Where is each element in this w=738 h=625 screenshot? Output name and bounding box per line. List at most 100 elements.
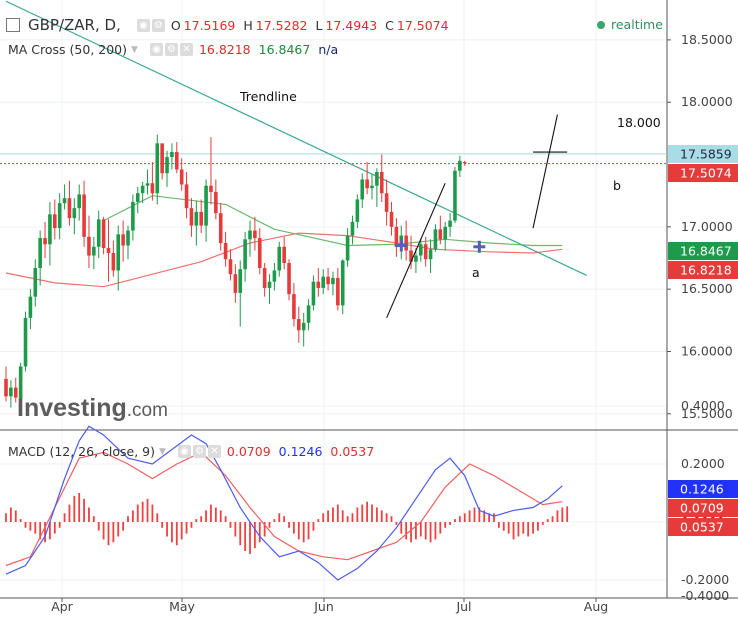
macd-histogram-bar — [463, 513, 466, 522]
macd-tag-macd: 0.1246 — [680, 482, 724, 497]
candle-body — [28, 296, 33, 318]
macd-legend: MACD (12, 26, close, 9) ▼ ◉ ⚙ ✕ 0.0709 0.1… — [8, 444, 382, 459]
macd-tag-hist-bg — [668, 518, 738, 536]
low-value: 17.4943 — [325, 17, 378, 33]
candle-body — [345, 235, 350, 261]
realtime-dot-icon — [597, 20, 605, 29]
candle-body — [131, 201, 135, 231]
candle-body — [214, 191, 218, 214]
candle-body — [365, 179, 369, 189]
macd-histogram-bar — [229, 522, 232, 528]
candle-body — [218, 213, 223, 244]
ma200-line — [5, 232, 563, 288]
settings-icon[interactable]: ⚙ — [192, 445, 206, 458]
candle-body — [199, 211, 203, 226]
symbol-label[interactable]: GBP/ZAR, D, — [28, 16, 121, 34]
macd-histogram-bar — [92, 516, 95, 522]
macd-histogram-bar — [341, 510, 344, 522]
macd-histogram-bar — [53, 522, 56, 534]
symbol-icon[interactable] — [6, 18, 20, 32]
close-icon[interactable]: ✕ — [179, 43, 193, 56]
ma-label[interactable]: MA Cross (50, 200) — [8, 42, 128, 57]
macd-histogram-bar — [146, 498, 149, 522]
symbol-controls[interactable]: ◉ ⚙ — [136, 18, 165, 32]
candle-body — [223, 243, 228, 260]
x-tick-label: Jul — [455, 599, 471, 614]
candle-body — [394, 226, 399, 247]
eye-icon[interactable]: ◉ — [136, 18, 150, 32]
macd-histogram-bar — [439, 522, 442, 534]
candle-body — [326, 276, 330, 285]
macd-histogram-bar — [483, 510, 486, 522]
macd-histogram-bar — [468, 510, 471, 522]
macd-histogram-bar — [493, 513, 495, 522]
candle-body — [423, 244, 428, 260]
candle-body — [116, 234, 121, 271]
open-value: 17.5169 — [183, 17, 236, 33]
x-tick-label: Aug — [584, 599, 608, 614]
candle-body — [272, 270, 277, 282]
drawing-line-a[interactable] — [386, 182, 446, 319]
y-tick-label: 18.0000 — [681, 94, 733, 109]
ma-value-3: n/a — [318, 42, 339, 57]
macd-histogram-bar — [34, 522, 37, 534]
ma-controls[interactable]: ◉ ⚙ ✕ — [149, 43, 193, 56]
candle-body — [389, 211, 394, 227]
candle-body — [248, 230, 252, 240]
settings-icon[interactable]: ⚙ — [164, 43, 178, 56]
settings-icon[interactable]: ⚙ — [151, 18, 165, 32]
macd-histogram-bar — [390, 516, 393, 522]
macd-histogram-bar — [351, 513, 354, 522]
candle-body — [184, 184, 189, 209]
y-tick-label: 18.5000 — [681, 32, 733, 47]
macd-controls[interactable]: ◉ ⚙ ✕ — [177, 445, 221, 458]
macd-histogram-bar — [5, 513, 7, 522]
candle-body — [106, 248, 111, 254]
candle-body — [140, 185, 145, 194]
macd-histogram-bar — [249, 522, 251, 554]
macd-label[interactable]: MACD (12, 26, close, 9) — [8, 444, 155, 459]
macd-histogram-bar — [556, 510, 559, 522]
trendline[interactable] — [5, 0, 587, 276]
high-label: H — [243, 17, 253, 33]
macd-histogram-bar — [117, 522, 120, 537]
macd-histogram-bar — [49, 522, 51, 540]
macd-histogram-bar — [161, 522, 164, 528]
candle-body — [72, 208, 77, 219]
eye-icon[interactable]: ◉ — [149, 43, 163, 56]
candle-body — [57, 203, 62, 229]
macd-histogram-bar — [214, 507, 217, 522]
macd-tag-signal: 0.0709 — [680, 501, 724, 516]
candle-body — [443, 226, 447, 240]
candle-body — [23, 317, 28, 367]
annotation-label: a — [472, 265, 480, 280]
macd-line — [5, 425, 563, 581]
macd-dropdown-icon[interactable]: ▼ — [159, 446, 166, 457]
candle-body — [179, 169, 184, 185]
macd-histogram-bar — [419, 522, 422, 537]
x-tick-label: Jun — [313, 599, 334, 614]
macd-histogram-bar — [346, 516, 349, 522]
price-tag-ma200-bg — [668, 261, 738, 279]
ma-dropdown-icon[interactable]: ▼ — [131, 44, 138, 55]
close-icon[interactable]: ✕ — [207, 445, 221, 458]
candle-body — [150, 183, 155, 194]
candle-body — [170, 152, 174, 158]
drawing-line-b[interactable] — [532, 114, 558, 229]
macd-histogram-bar — [293, 522, 295, 534]
macd-histogram-bar — [336, 504, 339, 522]
macd-histogram-bar — [210, 504, 212, 522]
macd-histogram-bar — [88, 507, 90, 522]
macd-histogram-bar — [166, 522, 168, 537]
candle-body — [448, 220, 452, 227]
candle-body — [126, 230, 130, 246]
ma-value-1: 16.8218 — [198, 42, 251, 57]
macd-histogram-bar — [322, 513, 325, 522]
macd-histogram-bar — [39, 522, 42, 540]
eye-icon[interactable]: ◉ — [177, 445, 191, 458]
candle-body — [135, 193, 140, 202]
macd-histogram-bar — [253, 522, 256, 549]
ma-value-2: 16.8467 — [258, 42, 311, 57]
macd-histogram-bar — [151, 504, 154, 522]
